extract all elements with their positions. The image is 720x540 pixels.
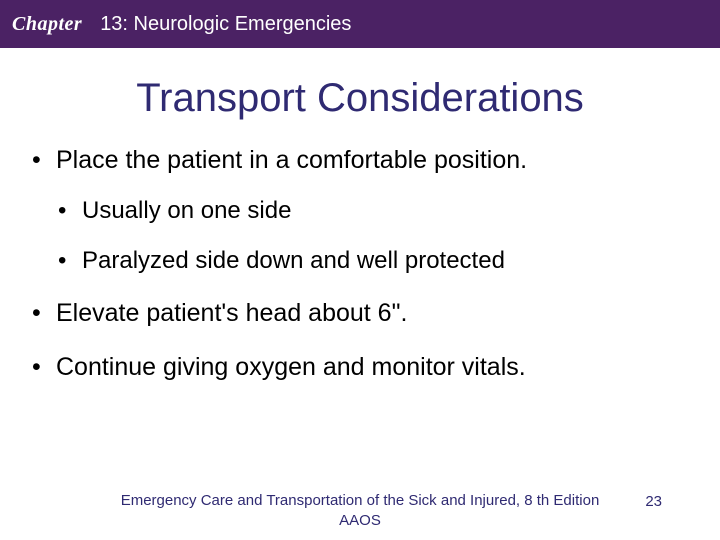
- sub-bullet-item: Usually on one side: [56, 196, 692, 226]
- page-number: 23: [645, 493, 662, 510]
- bullet-list: Place the patient in a comfortable posit…: [28, 145, 692, 383]
- sub-bullet-list: Usually on one side Paralyzed side down …: [56, 196, 692, 276]
- footer-line1: Emergency Care and Transportation of the…: [121, 492, 600, 509]
- bullet-item: Continue giving oxygen and monitor vital…: [28, 352, 692, 383]
- sub-bullet-item: Paralyzed side down and well protected: [56, 246, 692, 276]
- chapter-label: Chapter: [12, 13, 82, 36]
- slide-footer: Emergency Care and Transportation of the…: [0, 491, 720, 530]
- bullet-text: Elevate patient's head about 6".: [56, 299, 407, 327]
- bullet-text: Continue giving oxygen and monitor vital…: [56, 353, 526, 381]
- chapter-title: 13: Neurologic Emergencies: [100, 13, 351, 36]
- footer-text: Emergency Care and Transportation of the…: [80, 491, 640, 530]
- bullet-item: Elevate patient's head about 6".: [28, 298, 692, 329]
- bullet-text: Place the patient in a comfortable posit…: [56, 146, 527, 174]
- sub-bullet-text: Usually on one side: [82, 197, 291, 224]
- slide-body: Place the patient in a comfortable posit…: [0, 145, 720, 383]
- bullet-item: Place the patient in a comfortable posit…: [28, 145, 692, 276]
- sub-bullet-text: Paralyzed side down and well protected: [82, 247, 505, 274]
- chapter-header-bar: Chapter 13: Neurologic Emergencies: [0, 0, 720, 48]
- footer-line2: AAOS: [339, 512, 381, 529]
- slide-title: Transport Considerations: [0, 76, 720, 121]
